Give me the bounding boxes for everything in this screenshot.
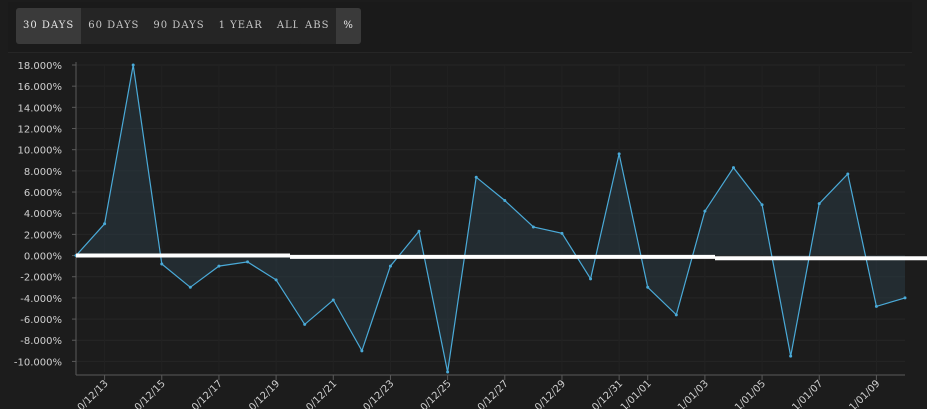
data-point bbox=[531, 225, 535, 229]
data-point bbox=[731, 166, 735, 170]
data-point bbox=[331, 298, 335, 302]
y-tick-label: -4.000% bbox=[20, 294, 62, 305]
data-point bbox=[560, 231, 564, 235]
data-point bbox=[789, 354, 793, 358]
range-button-3[interactable]: 1 YEAR bbox=[218, 20, 263, 31]
x-tick-label: 0/12/13 bbox=[76, 378, 111, 409]
data-point bbox=[274, 278, 278, 282]
y-tick-label: 10.000% bbox=[18, 146, 63, 157]
y-tick-label: 0.000% bbox=[24, 252, 62, 263]
data-point bbox=[874, 304, 878, 308]
y-tick-label: 14.000% bbox=[18, 103, 63, 114]
data-point bbox=[646, 285, 650, 289]
x-tick-label: 1/01/01 bbox=[619, 378, 654, 409]
data-point bbox=[131, 63, 135, 67]
data-point bbox=[903, 296, 907, 300]
range-button-1[interactable]: 60 DAYS bbox=[88, 20, 140, 31]
y-tick-label: 12.000% bbox=[18, 125, 63, 136]
percent-change-chart: 18.000% 16.000% 14.000% 12.000% 10.000% 8.000… bbox=[14, 61, 927, 409]
series-line bbox=[75, 64, 906, 373]
range-button-4[interactable]: ALL bbox=[276, 20, 301, 31]
mode-button-group: ABS% bbox=[298, 8, 361, 44]
series-area bbox=[76, 65, 905, 372]
y-tick-label: 8.000% bbox=[24, 167, 62, 178]
data-point bbox=[388, 264, 392, 268]
data-point bbox=[303, 322, 307, 326]
x-tick-label: 1/01/07 bbox=[790, 378, 825, 409]
data-point bbox=[474, 175, 478, 179]
y-tick-label: -8.000% bbox=[20, 336, 62, 347]
x-tick-label: 1/01/03 bbox=[676, 378, 711, 409]
data-point bbox=[246, 260, 250, 264]
x-tick-label: 0/12/29 bbox=[533, 378, 568, 409]
x-tick-label: 0/12/19 bbox=[247, 378, 282, 409]
x-tick-label: 0/12/15 bbox=[133, 378, 168, 409]
data-point bbox=[846, 172, 850, 176]
x-tick-label: 1/01/09 bbox=[847, 378, 882, 409]
data-point bbox=[217, 264, 221, 268]
mode-button-1[interactable]: % bbox=[336, 8, 361, 44]
y-tick-label: -2.000% bbox=[20, 273, 62, 284]
x-tick-label: 0/12/21 bbox=[304, 378, 339, 409]
x-tick-label: 0/12/23 bbox=[362, 378, 397, 409]
range-button-2[interactable]: 90 DAYS bbox=[153, 20, 205, 31]
y-tick-label: 2.000% bbox=[24, 230, 62, 241]
data-point bbox=[817, 202, 821, 206]
data-point bbox=[360, 349, 364, 353]
x-tick-label: 1/01/05 bbox=[733, 378, 768, 409]
range-button-group: 30 DAYS 60 DAYS 90 DAYS 1 YEAR ALL bbox=[16, 8, 308, 44]
y-tick-label: 4.000% bbox=[24, 209, 62, 220]
y-tick-label: -10.000% bbox=[14, 357, 62, 368]
y-tick-label: -6.000% bbox=[20, 315, 62, 326]
mode-button-0[interactable]: ABS bbox=[305, 20, 330, 31]
data-point bbox=[617, 152, 621, 156]
y-tick-label: 16.000% bbox=[18, 82, 63, 93]
data-point bbox=[446, 370, 450, 374]
y-tick-label: 6.000% bbox=[24, 188, 62, 199]
data-point bbox=[103, 222, 107, 226]
x-tick-label: 0/12/25 bbox=[419, 378, 454, 409]
y-tick-label: 18.000% bbox=[18, 61, 63, 72]
data-point bbox=[703, 209, 707, 213]
data-point bbox=[760, 203, 764, 207]
data-point bbox=[188, 285, 192, 289]
x-tick-label: 0/12/17 bbox=[190, 378, 225, 409]
data-point bbox=[503, 199, 507, 203]
data-point bbox=[589, 277, 593, 281]
x-tick-label: 0/12/27 bbox=[476, 378, 511, 409]
data-point bbox=[674, 313, 678, 317]
range-button-0[interactable]: 30 DAYS bbox=[16, 8, 82, 44]
toolbar: 30 DAYS 60 DAYS 90 DAYS 1 YEAR ALL ABS% bbox=[8, 2, 912, 53]
data-point bbox=[417, 229, 421, 233]
data-point bbox=[160, 262, 164, 266]
